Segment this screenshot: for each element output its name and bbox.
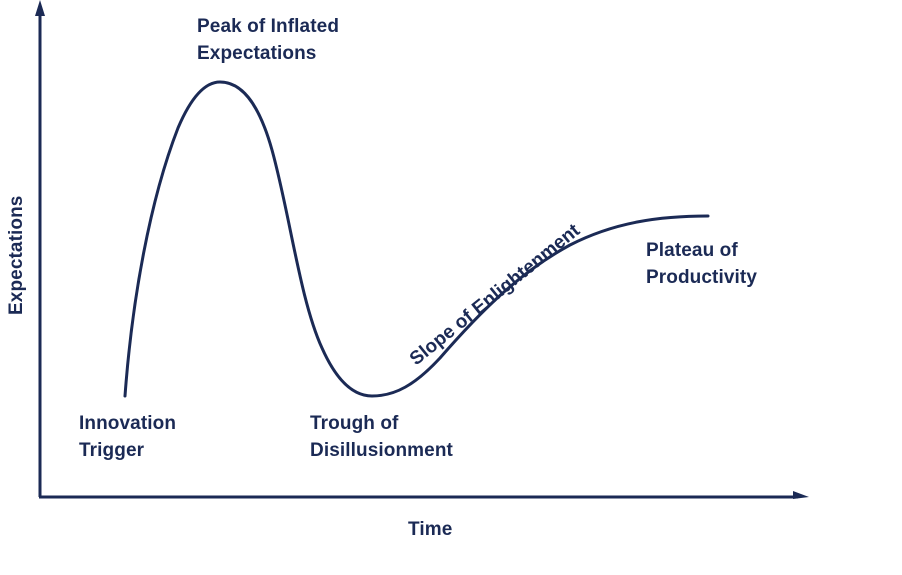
slope-label: Slope of Enlightenment <box>406 220 585 370</box>
peak-label: Peak of Inflated Expectations <box>197 13 339 67</box>
innovation-trigger-label: Innovation Trigger <box>79 410 176 464</box>
plateau-label-line1: Plateau of <box>646 240 738 261</box>
innovation-trigger-line2: Trigger <box>79 440 145 461</box>
hype-curve <box>123 80 710 398</box>
plateau-label: Plateau of Productivity <box>646 237 757 291</box>
x-axis-arrow-icon <box>793 491 809 499</box>
plateau-label-line2: Productivity <box>646 267 757 288</box>
x-axis-label: Time <box>408 519 453 540</box>
trough-label-line1: Trough of <box>310 413 399 434</box>
peak-label-line2: Expectations <box>197 43 317 64</box>
peak-label-line1: Peak of Inflated <box>197 16 340 37</box>
innovation-trigger-line1: Innovation <box>79 413 177 434</box>
trough-label: Trough of Disillusionment <box>310 410 453 464</box>
trough-label-line2: Disillusionment <box>310 440 453 461</box>
y-axis-label: Expectations <box>6 195 27 315</box>
y-axis-arrow-icon <box>35 0 45 16</box>
